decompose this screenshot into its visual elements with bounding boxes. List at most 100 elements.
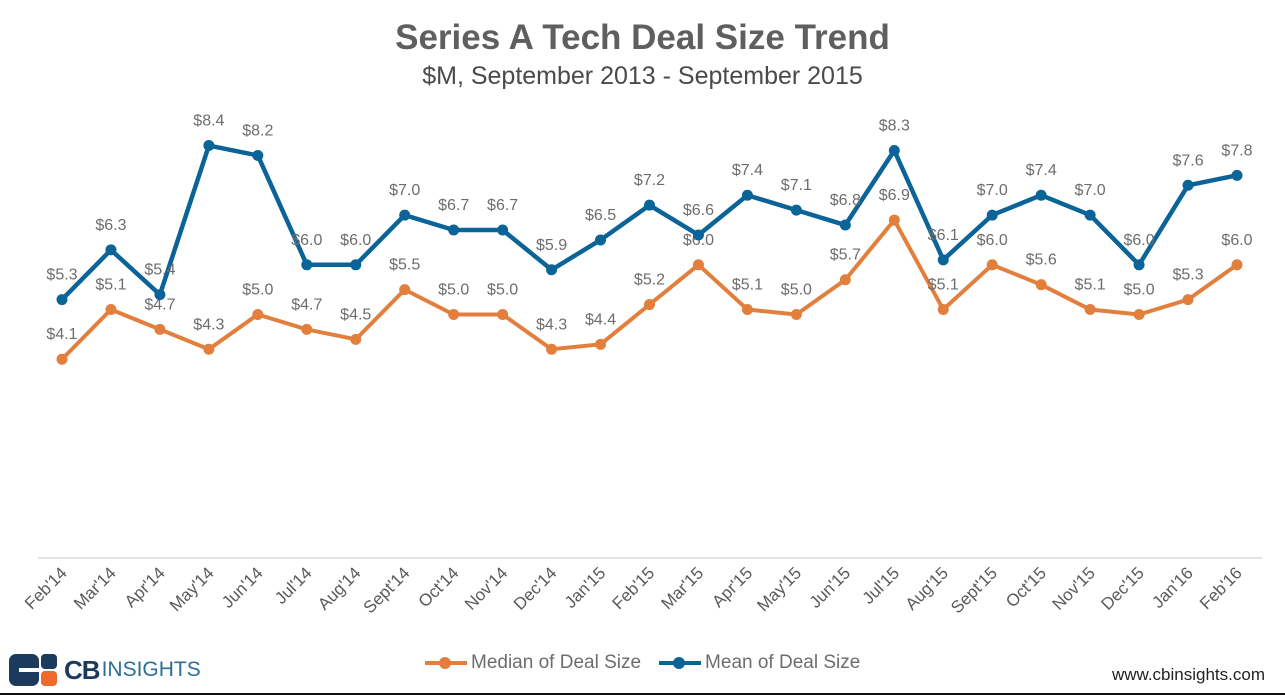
data-point-median: [1035, 279, 1047, 291]
data-point-median: [399, 284, 411, 296]
data-label-median: $4.1: [46, 326, 77, 343]
data-label-mean: $8.4: [193, 113, 224, 130]
legend-swatch-mean: [659, 657, 702, 669]
data-label-mean: $6.6: [683, 202, 714, 219]
data-point-mean: [692, 229, 704, 241]
data-point-median: [105, 304, 117, 316]
data-label-median: $5.1: [1075, 277, 1106, 294]
data-label-median: $4.7: [144, 296, 175, 313]
data-point-mean: [644, 199, 655, 211]
data-label-mean: $6.5: [585, 207, 616, 224]
x-tick-label: Dec'15: [1097, 563, 1147, 613]
data-point-median: [301, 323, 313, 335]
data-point-mean: [350, 259, 362, 271]
data-label-median: $4.5: [340, 306, 371, 323]
data-point-mean: [301, 259, 313, 271]
website-url: www.cbinsights.com: [1111, 665, 1265, 684]
x-tick-label: Mar'15: [657, 563, 707, 613]
data-point-median: [1133, 309, 1145, 320]
data-point-median: [595, 338, 607, 350]
data-label-median: $4.3: [193, 316, 224, 333]
data-point-mean: [497, 224, 509, 236]
logo-mark-icon: [9, 654, 57, 686]
data-point-mean: [1133, 259, 1145, 271]
x-tick-label: Apr'15: [708, 563, 756, 611]
data-label-median: $5.6: [1026, 252, 1057, 269]
data-point-median: [888, 214, 900, 226]
chart-subtitle: $M, September 2013 - September 2015: [422, 62, 863, 90]
data-point-median: [790, 309, 802, 320]
data-point-mean: [105, 244, 117, 256]
x-tick-label: Aug'15: [902, 563, 952, 613]
data-label-median: $6.9: [879, 187, 910, 204]
series-line-median: [60, 218, 1239, 361]
data-point-median: [644, 299, 655, 311]
x-tick-label: Apr'14: [121, 563, 169, 611]
data-point-median: [350, 333, 362, 345]
data-label-median: $5.0: [1124, 282, 1155, 299]
x-tick-label: Jul'15: [859, 563, 903, 607]
data-point-median: [692, 259, 704, 271]
x-tick-label: May'15: [753, 563, 805, 615]
data-label-median: $6.0: [977, 232, 1008, 249]
data-label-median: $5.0: [438, 282, 469, 299]
data-point-mean: [986, 209, 998, 221]
data-point-mean: [252, 149, 264, 161]
data-point-median: [56, 353, 68, 365]
x-tick-label: Feb'14: [21, 563, 71, 613]
data-point-median: [1182, 294, 1194, 306]
data-label-mean: $6.8: [830, 192, 861, 209]
data-point-mean: [203, 140, 215, 152]
data-label-median: $5.1: [95, 277, 126, 294]
data-point-mean: [546, 264, 558, 276]
legend-label-mean: Mean of Deal Size: [705, 652, 861, 673]
legend: Median of Deal Size Mean of Deal Size: [425, 652, 860, 674]
data-label-mean: $6.7: [438, 197, 469, 214]
legend-item-median: Median of Deal Size: [425, 652, 641, 674]
data-point-median: [937, 304, 949, 316]
data-label-mean: $7.0: [1075, 182, 1106, 199]
x-tick-label: Mar'14: [70, 563, 120, 613]
data-label-mean: $5.3: [46, 267, 77, 284]
legend-label-median: Median of Deal Size: [471, 652, 642, 673]
data-label-median: $5.5: [389, 257, 420, 274]
data-label-median: $5.7: [830, 247, 861, 264]
data-point-median: [741, 304, 753, 316]
data-label-median: $5.1: [928, 277, 959, 294]
x-tick-label: Nov'15: [1048, 563, 1098, 613]
legend-swatch-median: [425, 657, 467, 669]
data-label-median: $5.3: [1172, 267, 1203, 284]
x-tick-label: Sept'15: [947, 563, 1001, 617]
data-label-mean: $5.4: [144, 262, 175, 279]
data-point-median: [986, 259, 998, 271]
data-point-mean: [790, 204, 802, 216]
chart-title: Series A Tech Deal Size Trend: [395, 18, 890, 57]
data-label-mean: $7.4: [732, 162, 763, 179]
data-label-mean: $5.9: [536, 237, 567, 254]
bottom-divider: [0, 693, 1285, 695]
x-tick-label: Feb'16: [1196, 563, 1246, 613]
x-tick-label: Jan'16: [1148, 563, 1196, 611]
data-point-mean: [888, 144, 900, 156]
data-label-mean: $7.1: [781, 177, 812, 194]
data-point-median: [546, 343, 558, 355]
data-point-mean: [937, 254, 949, 266]
x-tick-label: Oct'15: [1002, 563, 1050, 611]
data-point-mean: [154, 289, 166, 301]
data-point-mean: [399, 209, 411, 221]
data-label-mean: $6.7: [487, 197, 518, 214]
data-point-mean: [1182, 179, 1194, 191]
logo-text-insights: INSIGHTS: [101, 658, 201, 681]
x-tick-label: Nov'14: [461, 563, 511, 613]
data-label-mean: $7.4: [1026, 162, 1057, 179]
data-point-median: [252, 309, 264, 320]
data-point-mean: [839, 219, 851, 231]
data-point-median: [448, 309, 460, 320]
data-label-median: $5.0: [781, 282, 812, 299]
legend-item-mean: Mean of Deal Size: [659, 652, 860, 674]
data-label-mean: $6.0: [291, 232, 322, 249]
data-label-median: $5.0: [487, 282, 518, 299]
data-label-mean: $7.0: [389, 182, 420, 199]
